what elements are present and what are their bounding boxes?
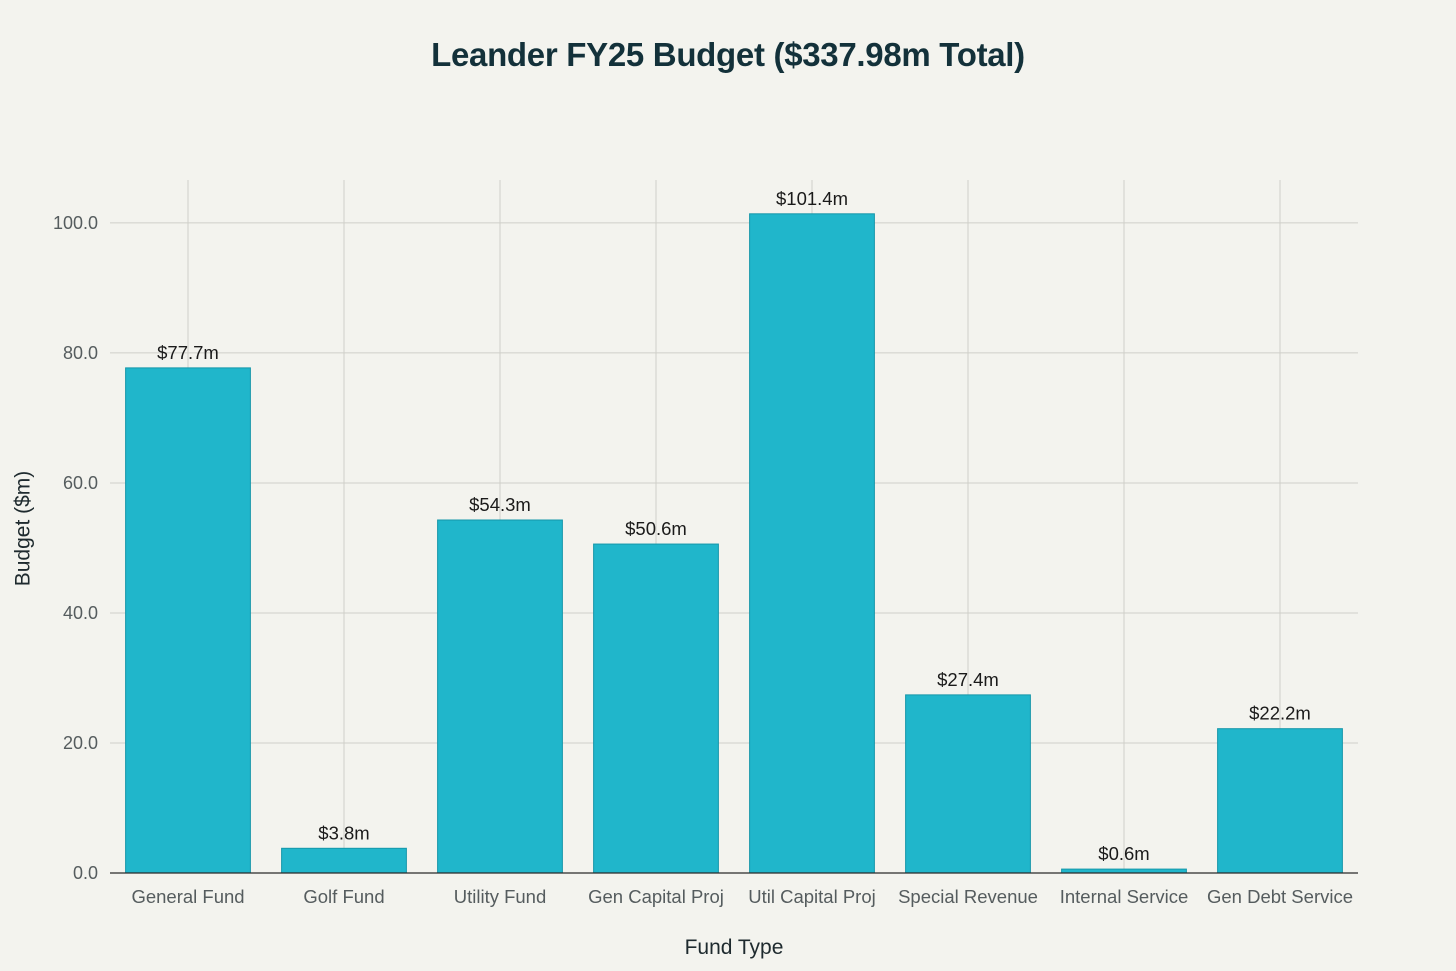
bar-special-revenue — [905, 694, 1031, 874]
chart-title: Leander FY25 Budget ($337.98m Total) — [431, 36, 1025, 73]
x-tick-label: General Fund — [131, 886, 244, 907]
bars — [125, 213, 1343, 874]
bar-gen-capital-proj — [593, 543, 719, 874]
y-tick-label: 60.0 — [63, 473, 98, 493]
x-axis-title: Fund Type — [685, 936, 784, 959]
x-tick-label: Golf Fund — [303, 886, 384, 907]
data-label: $27.4m — [937, 669, 999, 690]
x-tick-label: Special Revenue — [898, 886, 1038, 907]
x-tick-label: Util Capital Proj — [748, 886, 876, 907]
y-gridlines — [110, 222, 1358, 744]
y-tick-label: 100.0 — [53, 213, 98, 233]
bar-gen-debt-service — [1217, 728, 1343, 874]
y-tick-label: 80.0 — [63, 343, 98, 363]
y-tick-label: 20.0 — [63, 733, 98, 753]
data-label: $101.4m — [776, 188, 848, 209]
x-tick-label: Gen Debt Service — [1207, 886, 1353, 907]
x-axis-ticks: General Fund Golf Fund Utility Fund Gen Cap… — [131, 886, 1353, 907]
y-axis-ticks: 0.0 20.0 40.0 60.0 80.0 100.0 — [53, 213, 98, 883]
data-label: $3.8m — [318, 822, 369, 843]
y-axis-title: Budget ($m) — [11, 471, 34, 587]
y-tick-label: 40.0 — [63, 603, 98, 623]
x-tick-label: Utility Fund — [454, 886, 547, 907]
x-gridlines — [187, 180, 1281, 873]
y-tick-label: 0.0 — [73, 863, 98, 883]
bar-utility-fund — [437, 519, 563, 874]
x-tick-label: Gen Capital Proj — [588, 886, 724, 907]
bar-util-capital-proj — [749, 213, 875, 874]
data-labels: $77.7m $3.8m $54.3m $50.6m $101.4m $27.4m $0.6… — [157, 188, 1311, 864]
data-label: $22.2m — [1249, 703, 1311, 724]
bar-general-fund — [125, 367, 251, 874]
data-label: $77.7m — [157, 342, 219, 363]
x-tick-label: Internal Service — [1060, 886, 1189, 907]
data-label: $54.3m — [469, 494, 531, 515]
data-label: $50.6m — [625, 518, 687, 539]
bar-golf-fund — [281, 847, 407, 874]
data-label: $0.6m — [1098, 843, 1149, 864]
